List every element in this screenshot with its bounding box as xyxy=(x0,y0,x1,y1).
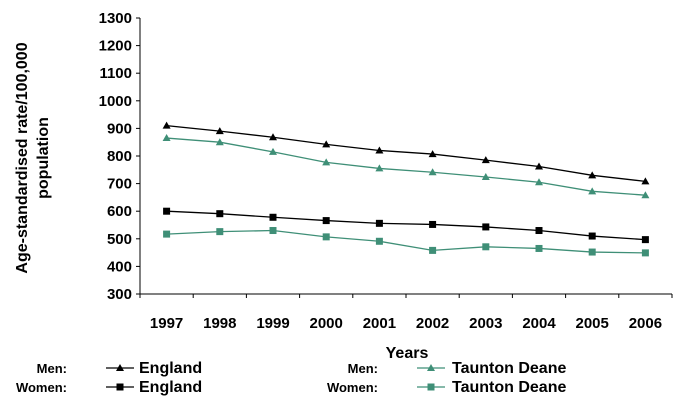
data-point xyxy=(428,150,437,158)
data-point xyxy=(641,249,649,257)
series-women_england xyxy=(163,207,649,244)
data-point xyxy=(429,246,437,254)
data-point xyxy=(269,133,277,141)
legend-prefix: Men: xyxy=(37,361,67,376)
axes xyxy=(139,18,672,295)
series-line-men_england xyxy=(166,124,646,183)
data-point xyxy=(163,207,171,215)
data-point xyxy=(375,146,384,154)
data-point xyxy=(269,227,277,235)
data-point xyxy=(322,158,331,166)
y-tick-label: 900 xyxy=(107,120,132,137)
y-axis-ticks: 1300 1200 1100 1000 900 800 700 600 500 400 300 xyxy=(99,10,140,303)
data-point xyxy=(641,236,649,244)
data-point xyxy=(375,164,384,172)
data-point xyxy=(535,227,543,235)
data-point xyxy=(162,134,171,142)
legend-prefix: Men: xyxy=(348,361,378,376)
data-point xyxy=(481,172,490,180)
x-tick-label: 2001 xyxy=(363,315,396,332)
data-point xyxy=(162,121,171,129)
data-point xyxy=(215,138,224,146)
x-tick-label: 2003 xyxy=(469,315,502,332)
series-men_taunton xyxy=(162,134,650,199)
data-point xyxy=(428,168,437,176)
data-point xyxy=(216,228,224,236)
x-tick-label: 1999 xyxy=(256,315,289,332)
y-tick-label: 1000 xyxy=(99,93,132,110)
series-men_england xyxy=(162,121,650,185)
data-point xyxy=(269,213,277,221)
y-tick-label: 1200 xyxy=(99,38,132,55)
data-point xyxy=(375,237,383,245)
y-axis-title-line2: population xyxy=(35,117,52,199)
series-line-women_england xyxy=(166,210,646,241)
x-tick-label: 1997 xyxy=(150,315,183,332)
data-point xyxy=(322,217,330,225)
x-tick-label: 2002 xyxy=(416,315,449,332)
y-tick-label: 1100 xyxy=(99,65,132,82)
y-tick-label: 700 xyxy=(107,176,132,193)
series-layer xyxy=(162,121,650,257)
x-tick-label: 2000 xyxy=(310,315,343,332)
data-point xyxy=(216,210,224,218)
legend-label: Taunton Deane xyxy=(452,379,566,396)
y-tick-label: 1300 xyxy=(99,10,132,27)
data-point xyxy=(482,243,490,251)
data-point xyxy=(641,191,650,199)
x-tick-label: 2006 xyxy=(629,315,662,332)
series-line-men_taunton xyxy=(166,137,646,196)
data-point xyxy=(163,230,171,238)
data-point xyxy=(641,177,650,185)
data-point xyxy=(482,223,490,231)
legend-label: Taunton Deane xyxy=(452,360,566,377)
legend-marker xyxy=(427,383,435,391)
y-tick-label: 400 xyxy=(107,258,132,275)
data-point xyxy=(535,162,543,170)
legend-marker xyxy=(116,383,124,391)
y-tick-label: 300 xyxy=(107,286,132,303)
data-point xyxy=(588,187,597,195)
x-tick-label: 1998 xyxy=(203,315,236,332)
data-point xyxy=(588,248,596,256)
series-women_taunton xyxy=(163,227,649,257)
legend-prefix: Women: xyxy=(327,380,378,395)
data-point xyxy=(215,127,224,135)
legend-marker xyxy=(427,364,435,371)
data-point xyxy=(429,220,437,228)
y-tick-label: 500 xyxy=(107,231,132,248)
legend-label: England xyxy=(139,360,202,377)
data-point xyxy=(322,233,330,241)
legend-item-women_england: Women: England xyxy=(16,379,202,396)
legend-prefix: Women: xyxy=(16,380,67,395)
x-tick-label: 2005 xyxy=(576,315,609,332)
y-tick-label: 600 xyxy=(107,203,132,220)
series-line-women_taunton xyxy=(166,229,646,254)
x-axis-ticks: 1997 1998 1999 2000 2001 2002 2003 2004 2005 2006 xyxy=(139,294,673,332)
data-point xyxy=(588,232,596,240)
y-axis-title-line1: Age-standardised rate/100,000 xyxy=(14,42,31,273)
legend-item-men_england: Men: England xyxy=(37,360,202,377)
legend-marker xyxy=(116,364,124,371)
legend-label: England xyxy=(139,379,202,396)
data-point xyxy=(375,219,383,227)
legend-item-women_taunton: Women: Taunton Deane xyxy=(327,379,567,396)
data-point xyxy=(535,244,543,252)
data-point xyxy=(535,178,543,186)
legend: Men: England Men: Taunton Deane Women: Englan… xyxy=(16,360,567,396)
legend-item-men_taunton: Men: Taunton Deane xyxy=(348,360,567,377)
data-point xyxy=(269,147,277,155)
x-tick-label: 2004 xyxy=(522,315,556,332)
data-point xyxy=(481,156,490,164)
data-point xyxy=(322,140,331,148)
data-point xyxy=(588,171,597,179)
y-tick-label: 800 xyxy=(107,148,132,165)
x-axis-title: Years xyxy=(386,345,429,362)
